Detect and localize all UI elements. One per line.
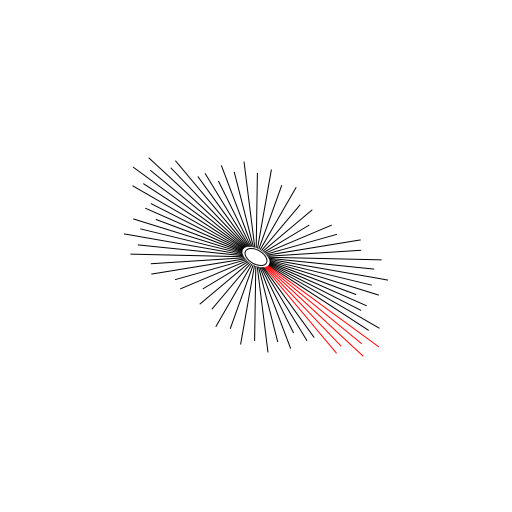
spoke	[215, 263, 253, 327]
spoke	[240, 265, 255, 345]
spoke	[233, 171, 254, 248]
highlighted-spoke	[265, 266, 342, 347]
spoke	[259, 187, 297, 251]
spoke	[137, 244, 244, 257]
spoke	[130, 253, 244, 258]
spoke	[265, 233, 338, 255]
spoke	[145, 207, 243, 252]
highlighted-spoke	[267, 265, 380, 348]
spoke	[269, 260, 379, 296]
spoke	[269, 258, 389, 281]
spoke	[254, 265, 257, 342]
spoke	[151, 258, 246, 275]
spoke	[269, 262, 367, 307]
spoke	[217, 180, 252, 248]
spoke	[259, 266, 292, 349]
spoke	[268, 257, 375, 270]
spoke	[268, 256, 382, 261]
highlighted-spoke	[266, 266, 364, 357]
highlighted-spoke	[266, 265, 363, 345]
spoke	[133, 218, 243, 254]
spoke	[199, 262, 250, 305]
spoke	[269, 263, 362, 311]
spoke	[255, 172, 258, 249]
spoke	[140, 228, 243, 255]
spoke	[150, 257, 245, 265]
spoke	[262, 209, 313, 252]
spoke	[267, 249, 362, 257]
spoke	[269, 261, 357, 296]
spoke	[175, 160, 248, 248]
spoke	[132, 166, 245, 249]
spoke	[261, 267, 308, 342]
spoke	[269, 259, 372, 286]
spoke	[204, 172, 251, 247]
spoke	[266, 239, 361, 256]
spoke	[123, 233, 243, 256]
spoke	[149, 169, 246, 249]
spoke	[258, 185, 283, 250]
hub-ellipse	[244, 247, 268, 267]
spoke	[256, 266, 269, 353]
spoke	[243, 161, 256, 248]
spoke	[262, 267, 315, 338]
spoke	[202, 261, 249, 290]
spoke	[174, 259, 247, 281]
spoke	[180, 260, 248, 290]
spoke	[268, 264, 380, 329]
spoke	[143, 183, 244, 250]
spoke	[260, 266, 295, 334]
spoke	[220, 165, 253, 248]
spoke	[257, 169, 272, 249]
spoke	[211, 262, 251, 310]
spoke	[264, 224, 332, 254]
highlighted-spoke	[264, 266, 337, 354]
spoke	[150, 203, 243, 251]
spoke	[148, 157, 246, 248]
spoke	[170, 167, 247, 248]
spoke	[263, 224, 310, 253]
spoke	[261, 204, 301, 252]
spoke	[132, 185, 244, 250]
spoke	[229, 264, 254, 329]
spoke	[258, 266, 279, 343]
spoke	[197, 176, 250, 247]
spoke-group	[123, 157, 389, 357]
spoke	[268, 264, 369, 331]
spoke	[155, 218, 243, 253]
